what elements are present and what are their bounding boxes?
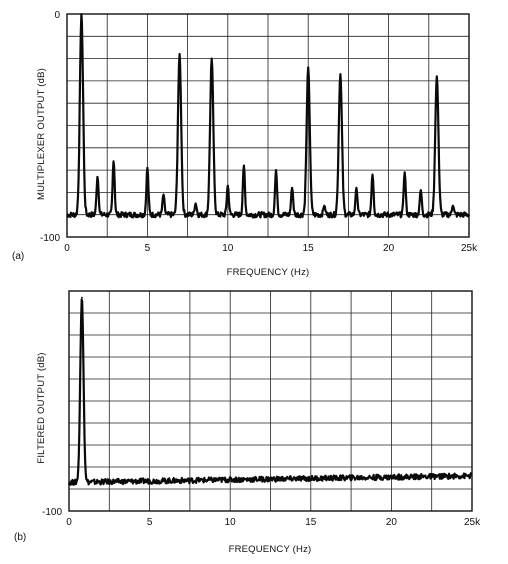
panel-a-peak-11 <box>275 169 277 172</box>
panel-a-panel-label: (a) <box>12 251 24 262</box>
panel-a-peak-1 <box>80 13 83 15</box>
panel-b-x-axis-label: FREQUENCY (Hz) <box>229 544 312 555</box>
panel-a-peak-9 <box>226 184 229 187</box>
panel-b-x-tick-label: 20 <box>386 517 398 528</box>
panel-b-chart: 0 5 10 15 20 25k -100 FREQUENCY (Hz) FILTERED… <box>14 290 481 555</box>
panel-b-peak-1 <box>81 296 83 299</box>
panel-a-x-tick-label: 0 <box>64 243 70 254</box>
panel-a-peak-2 <box>96 175 99 178</box>
panel-b-y-axis-label: FILTERED OUTPUT (dB) <box>36 352 47 463</box>
panel-b-frame <box>68 290 473 512</box>
panel-a-x-axis-label: FREQUENCY (Hz) <box>227 267 310 278</box>
panel-b-x-tick-label: 0 <box>66 517 72 528</box>
panel-b-panel-label: (b) <box>14 532 26 543</box>
panel-b-x-tick-label: 25k <box>464 517 481 528</box>
panel-a-peak-15 <box>339 73 342 76</box>
panel-b-x-tick-label: 10 <box>225 517 237 528</box>
panel-a-chart: 0 5 10 15 20 25k 0 -100 FREQUENCY (Hz) MULTIPL… <box>12 10 478 278</box>
panel-a-y-ticks: 0 -100 <box>40 10 60 244</box>
panel-a-peak-10 <box>243 164 245 167</box>
panel-a-y-axis-label: MULTIPLEXER OUTPUT (dB) <box>36 68 47 200</box>
panel-a-x-tick-label: 20 <box>383 243 395 254</box>
panel-a-peak-4 <box>146 167 149 169</box>
panel-b-x-tick-label: 15 <box>305 517 317 528</box>
panel-a-peak-21 <box>452 204 454 207</box>
panel-a-peak-19 <box>419 189 422 192</box>
panel-a-peak-20 <box>435 75 438 78</box>
panel-b-y-ticks: -100 <box>42 507 62 518</box>
panel-b-x-ticks: 0 5 10 15 20 25k <box>66 517 481 528</box>
panel-a-peak-12 <box>291 187 293 189</box>
panel-a-peak-8 <box>210 57 213 60</box>
panel-a-peak-17 <box>371 173 374 176</box>
panel-a-x-tick-label: 5 <box>145 243 151 254</box>
panel-a-peak-18 <box>403 171 406 174</box>
panel-b-peaks <box>81 296 83 299</box>
panel-b-x-tick-label: 5 <box>147 517 153 528</box>
panel-a-peak-5 <box>162 193 165 196</box>
panel-a-y-tick-label: 0 <box>54 10 60 21</box>
panel-b-grid <box>69 291 472 511</box>
panel-a-peak-16 <box>355 187 358 189</box>
panel-a-x-tick-label: 15 <box>303 243 315 254</box>
panel-a-x-tick-label: 10 <box>222 243 234 254</box>
panel-a-frame <box>66 13 470 238</box>
panel-a-peak-3 <box>112 160 115 163</box>
panel-a-spectrum-line <box>66 13 471 219</box>
panel-a-y-tick-label: -100 <box>40 233 60 244</box>
panel-a-peak-13 <box>307 66 310 69</box>
panel-a-peak-6 <box>178 53 181 55</box>
panel-a-x-ticks: 0 5 10 15 20 25k <box>64 243 478 254</box>
panel-a-grid <box>67 14 469 237</box>
panel-a-x-tick-label: 25k <box>461 243 478 254</box>
panel-a-peaks <box>80 13 454 207</box>
panel-a-peak-14 <box>323 204 326 207</box>
panel-a-peak-7 <box>194 202 197 205</box>
panel-b-y-tick-label: -100 <box>42 507 62 518</box>
panel-b-spectrum-line <box>67 298 473 486</box>
